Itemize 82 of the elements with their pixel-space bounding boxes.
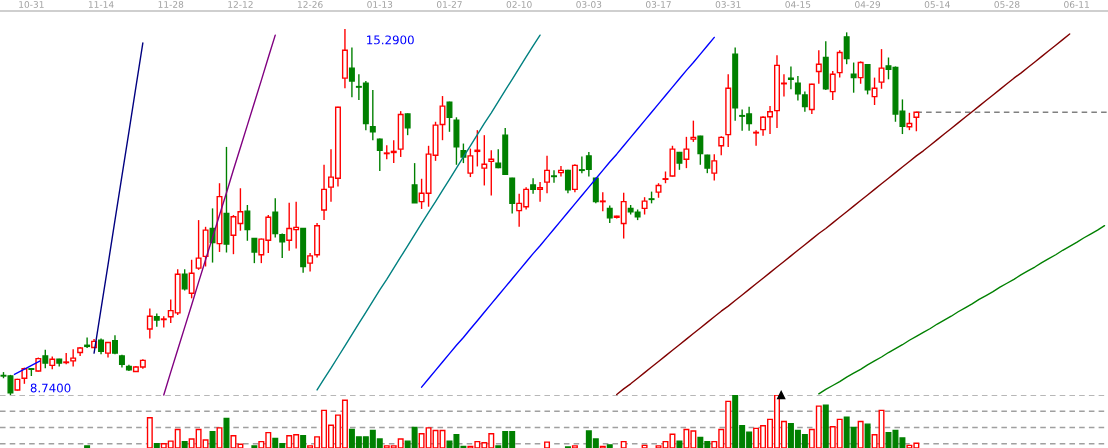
x-tick-label: 05-28 (994, 1, 1020, 8)
annotation: 15.2900 (367, 35, 414, 45)
bar (857, 420, 864, 448)
candlestick (481, 134, 488, 187)
annotation: 8.7400 (30, 383, 71, 393)
candlestick (683, 136, 690, 169)
candlestick (411, 162, 418, 204)
candlestick (544, 155, 551, 194)
candlestick (557, 165, 564, 178)
candlestick (599, 191, 606, 212)
candlestick (369, 89, 376, 141)
candlestick (188, 259, 195, 300)
bar (822, 404, 829, 448)
candlestick (467, 147, 474, 178)
x-tick-label: 11-14 (88, 1, 114, 8)
candlestick (279, 232, 286, 259)
x-tick-label: 04-15 (785, 1, 811, 8)
bar (300, 435, 307, 448)
candlestick (321, 164, 328, 221)
bar (251, 445, 258, 448)
bar (84, 445, 91, 448)
candlestick (857, 60, 864, 85)
bar (620, 440, 627, 448)
candlestick (348, 46, 355, 98)
bar (641, 444, 648, 448)
x-tick-label: 06-11 (1064, 1, 1089, 8)
candlestick (146, 307, 153, 340)
candlestick (537, 181, 544, 203)
x-tick-label: 12-12 (228, 1, 253, 8)
x-tick-label: 05-14 (924, 1, 950, 8)
candlestick (272, 197, 279, 239)
bar (146, 417, 153, 448)
candlestick (718, 135, 725, 156)
candlestick (843, 31, 850, 65)
x-tick-label: 11-28 (158, 1, 184, 8)
candlestick (181, 268, 188, 292)
bar (181, 440, 188, 448)
candlestick (244, 204, 251, 242)
candlestick (551, 169, 557, 184)
candlestick (767, 105, 774, 135)
x-tick-label: 10-31 (19, 1, 44, 8)
x-tick-label: 03-31 (715, 1, 741, 8)
x-tick-label: 03-17 (646, 1, 671, 8)
candlestick (195, 219, 202, 271)
candlestick (446, 100, 453, 133)
candlestick (697, 135, 704, 166)
candlestick (787, 65, 794, 91)
candlestick (488, 149, 495, 197)
candlestick (84, 336, 91, 349)
x-tick-label: 12-26 (297, 1, 323, 8)
bar (153, 443, 160, 448)
candlestick (474, 129, 481, 168)
candlestick (404, 112, 411, 136)
candlestick (711, 153, 718, 182)
candlestick (815, 49, 822, 85)
bar (571, 445, 578, 448)
candlestick (690, 119, 697, 143)
candlestick (530, 177, 537, 195)
bar (864, 423, 871, 448)
candlestick (829, 70, 836, 101)
candlestick (753, 129, 760, 147)
candlestick (836, 49, 843, 79)
bar (209, 430, 216, 448)
candlestick (878, 48, 885, 90)
bar (216, 427, 223, 448)
candlestick (850, 61, 857, 94)
x-tick-label: 01-27 (436, 1, 462, 8)
bar (676, 440, 683, 448)
candlestick (871, 76, 878, 106)
candlestick (251, 237, 258, 264)
candlestick (42, 349, 49, 369)
candlestick (760, 115, 767, 137)
bar (223, 417, 230, 448)
x-tick-label: 01-13 (367, 1, 393, 8)
bar (606, 444, 613, 448)
x-tick-label: 04-29 (855, 1, 881, 8)
candlestick (307, 252, 314, 273)
bar (544, 441, 551, 448)
x-tick-label: 03-03 (576, 1, 602, 8)
candlestick (592, 176, 599, 205)
candlestick (376, 137, 383, 172)
x-tick-label: 02-10 (506, 1, 532, 8)
